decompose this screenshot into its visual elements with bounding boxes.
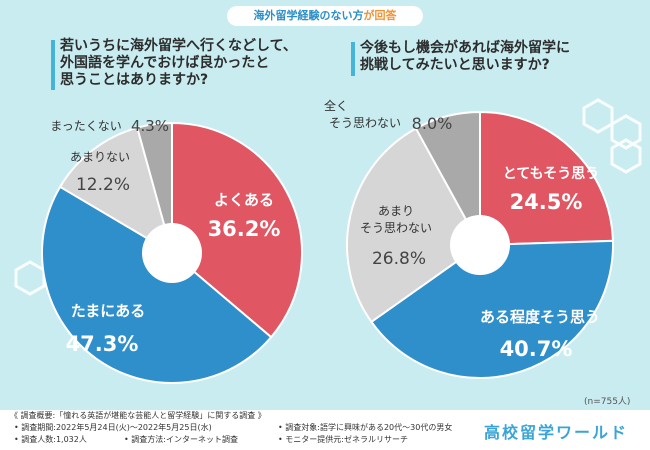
left-value-c1: 36.2%: [208, 217, 281, 241]
question-left-line-1: 若いうちに海外留学へ行くなどして、: [60, 38, 297, 54]
left-label-c1: よくある: [214, 191, 274, 209]
survey-target: • 調査対象:語学に興味がある20代〜30代の男女: [278, 423, 453, 432]
survey-method: • 調査方法:インターネット調査: [124, 435, 238, 444]
right-label-c3a: あまり: [378, 204, 414, 218]
right-value-c4: 8.0%: [412, 114, 453, 133]
question-right-line-2: 挑戦してみたいと思いますか?: [360, 57, 550, 73]
question-right: 今後もし機会があれば海外留学に 挑戦してみたいと思いますか?: [351, 40, 620, 76]
header-prefix: 海外留学経験のない方: [253, 9, 364, 22]
question-right-line-1: 今後もし機会があれば海外留学に: [360, 40, 570, 56]
donut-hole: [450, 215, 510, 275]
slice-3: [346, 127, 482, 324]
left-value-c2: 47.3%: [66, 332, 139, 356]
survey-provider: • モニター提供元:ゼネラルリサーチ: [278, 435, 408, 444]
donut-chart-left: [41, 121, 303, 384]
slice-1: [479, 110, 614, 247]
left-label-c4: まったくない: [50, 119, 122, 133]
survey-period: • 調査期間:2022年5月24日(火)〜2022年5月25日(水): [14, 423, 212, 432]
slice-1: [171, 121, 303, 339]
right-value-c3: 26.8%: [372, 249, 426, 269]
left-label-c3: あまりない: [70, 150, 130, 164]
left-label-c2: たまにある: [71, 302, 146, 320]
brand-name: 高校留学ワールド: [484, 423, 629, 442]
right-value-c1: 24.5%: [510, 190, 583, 214]
survey-title: 《 調査概要:「憧れる英語が堪能な芸能人と留学経験」に関する調査 》: [10, 411, 266, 420]
right-label-c3b: そう思わない: [360, 221, 432, 235]
left-value-c4: 4.3%: [131, 117, 169, 135]
question-left-accent: [51, 40, 55, 90]
question-left-line-3: 思うことはありますか?: [60, 72, 209, 88]
right-label-c1: とてもそう思う: [503, 166, 600, 182]
survey-count: • 調査人数:1,032人: [14, 435, 87, 444]
right-value-c2: 40.7%: [500, 337, 573, 361]
donut-chart-right: [346, 110, 614, 379]
slice-3: [58, 126, 174, 256]
question-right-accent: [351, 42, 355, 76]
donut-hole: [142, 223, 202, 283]
brand-logo: 高校留学ワールド: [484, 419, 628, 443]
footer: [0, 410, 650, 450]
header-suffix: が回答: [363, 9, 397, 22]
slice-2: [41, 185, 273, 384]
question-left-line-2: 外国語を学んでおけば良かったと: [60, 55, 270, 71]
right-label-c4a: 全く: [324, 98, 348, 113]
hexagon-decoration-right: [582, 98, 642, 174]
slice-4: [136, 121, 173, 254]
left-value-c3: 12.2%: [76, 175, 130, 195]
header-badge: 海外留学経験のない方が回答: [227, 6, 423, 26]
charts: よくある 36.2% たまにある 47.3% あまりない 12.2% まったくな…: [14, 98, 642, 384]
slice-2: [370, 239, 614, 379]
sample-size: (n=755人): [584, 397, 631, 407]
right-label-c2: ある程度そう思う: [480, 308, 600, 326]
right-label-c4b: そう思わない: [329, 116, 401, 130]
slice-4: [414, 110, 481, 246]
question-left: 若いうちに海外留学へ行くなどして、 外国語を学んでおけば良かったと 思うことはあ…: [51, 38, 320, 90]
